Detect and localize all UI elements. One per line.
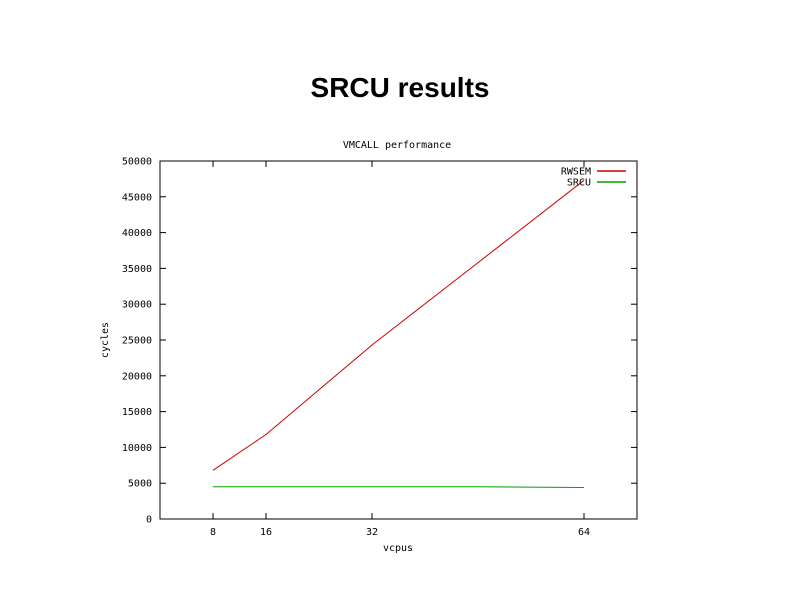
series-lines <box>212 179 585 488</box>
series-line-rwsem <box>212 179 585 471</box>
x-tick-label: 32 <box>366 527 378 538</box>
x-axis-label: vcpus <box>383 543 413 554</box>
y-tick-label: 0 <box>146 515 152 526</box>
y-tick-label: 25000 <box>122 336 152 347</box>
y-tick-label: 50000 <box>122 157 152 168</box>
plot-frame <box>159 160 638 520</box>
y-tick-label: 30000 <box>122 300 152 311</box>
x-tick-label: 16 <box>260 527 272 538</box>
y-tick-label: 20000 <box>122 371 152 382</box>
y-axis: 0 5000 10000 15000 20000 25000 30000 35000 40000… <box>122 157 637 526</box>
legend-label-rwsem: RWSEM <box>561 167 591 178</box>
y-tick-label: 35000 <box>122 264 152 275</box>
x-tick-label: 64 <box>578 527 590 538</box>
y-tick-label: 10000 <box>122 443 152 454</box>
slide-title: SRCU results <box>310 72 490 103</box>
legend-label-srcu: SRCU <box>567 178 591 189</box>
x-tick-label: 8 <box>210 527 216 538</box>
chart-title: VMCALL performance <box>343 140 451 151</box>
x-axis: 8 16 32 64 <box>210 161 590 538</box>
y-tick-label: 40000 <box>122 228 152 239</box>
y-axis-label: cycles <box>100 322 111 358</box>
y-tick-label: 5000 <box>128 479 152 490</box>
y-tick-label: 45000 <box>122 192 152 203</box>
series-line-srcu <box>213 486 585 488</box>
y-tick-label: 15000 <box>122 407 152 418</box>
